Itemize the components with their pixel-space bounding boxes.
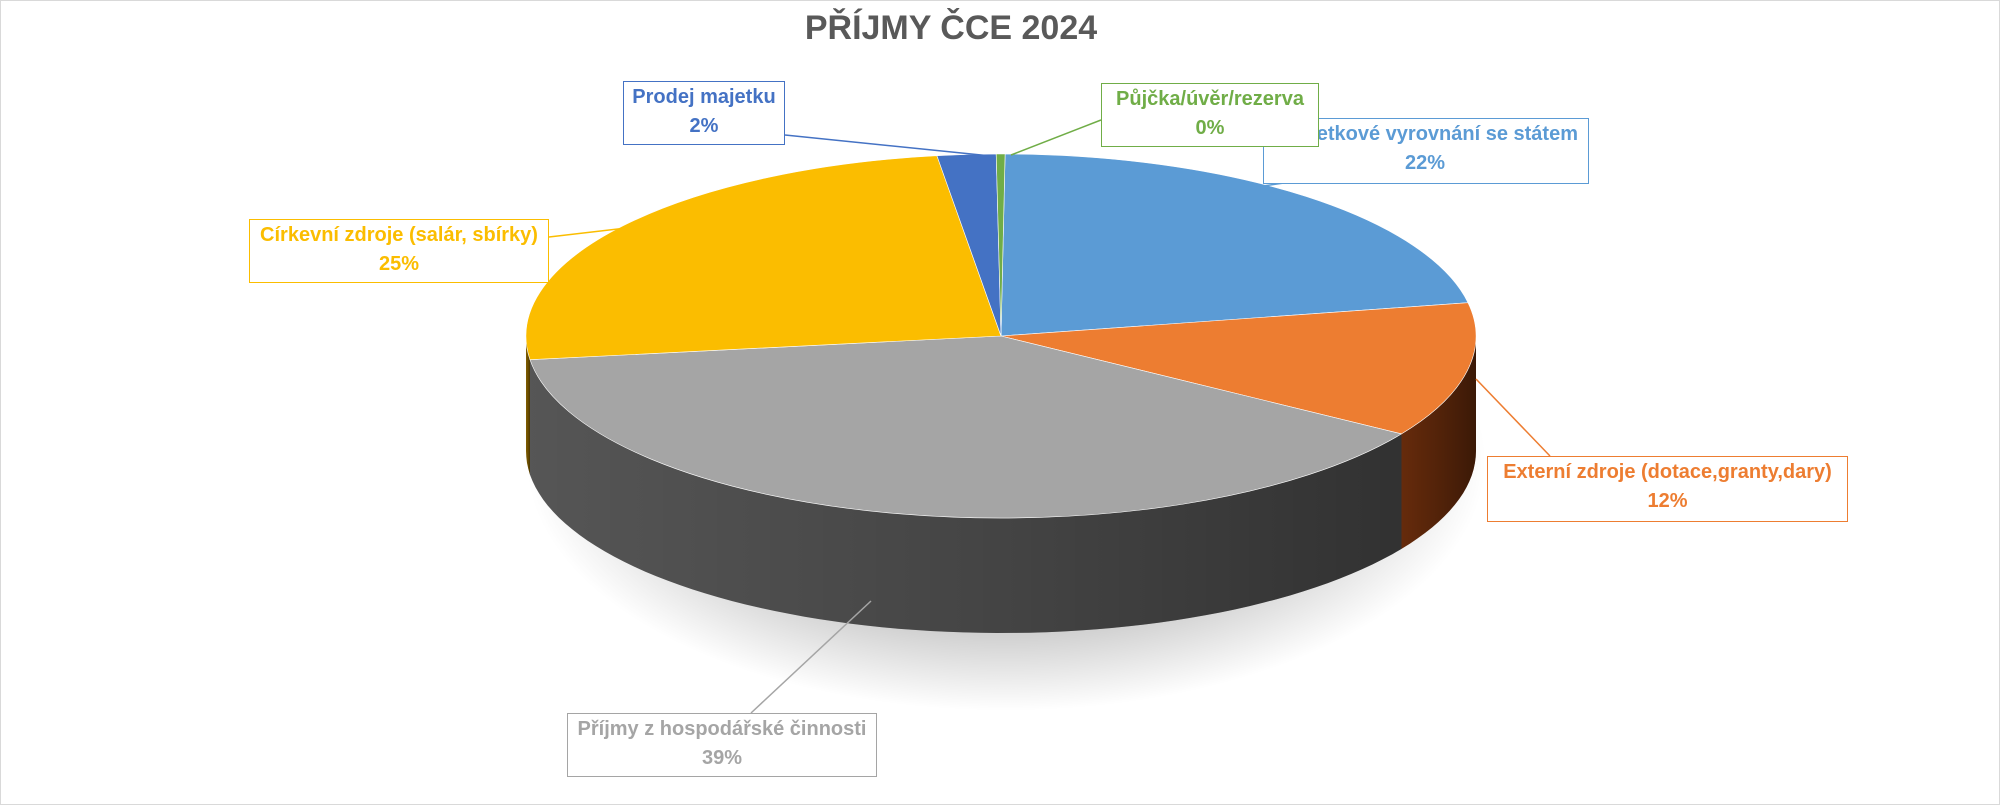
data-label-name: Prodej majetku	[632, 86, 776, 108]
leader-line-church	[548, 223, 662, 238]
data-label-name: etkové vyrovnání se státem	[1316, 123, 1578, 145]
pie-slice-restitution	[1000, 153, 1469, 337]
data-label-asset-sale: Prodej majetku 2%	[623, 81, 785, 145]
leader-line-loan	[1010, 119, 1102, 156]
data-label-value: 22%	[1404, 152, 1446, 174]
leader-line-economic	[750, 600, 872, 714]
data-label-name: Příjmy z hospodářské činnosti	[577, 718, 867, 740]
chart-title: PŘÍJMY ČCE 2024	[804, 9, 1098, 47]
pie-tops	[525, 153, 1477, 519]
data-label-value: 25%	[378, 253, 420, 275]
data-label-name: Církevní zdroje (salár, sbírky)	[260, 224, 538, 246]
pie-slice-loan	[995, 153, 1006, 337]
data-label-value: 2%	[689, 115, 719, 137]
pie-side-shade-economic	[530, 359, 1402, 633]
data-label-name: Externí zdroje (dotace,granty,dary)	[1503, 461, 1832, 483]
leader-line-external	[1475, 378, 1551, 457]
data-label-external: Externí zdroje (dotace,granty,dary) 12%	[1487, 456, 1848, 522]
pie-sides	[526, 336, 1476, 633]
data-label-economic: Příjmy z hospodářské činnosti 39%	[567, 713, 877, 777]
pie-side-shade-external	[1401, 336, 1476, 549]
data-label-restitution: etkové vyrovnání se státem 22%	[1263, 118, 1589, 184]
pie-slice-economic	[529, 335, 1403, 519]
leader-line-asset-sale	[784, 134, 992, 157]
pie-slice-external	[1000, 302, 1477, 435]
data-label-church: Církevní zdroje (salár, sbírky) 25%	[249, 219, 549, 283]
data-label-name: Půjčka/úvěr/rezerva	[1116, 88, 1304, 110]
data-label-loan: Půjčka/úvěr/rezerva 0%	[1101, 83, 1319, 147]
data-label-value: 39%	[701, 747, 743, 769]
pie-slice-church	[525, 155, 1002, 361]
pie-side-shade-church	[526, 336, 530, 475]
data-label-value: 0%	[1195, 117, 1225, 139]
data-label-value: 12%	[1647, 490, 1688, 512]
